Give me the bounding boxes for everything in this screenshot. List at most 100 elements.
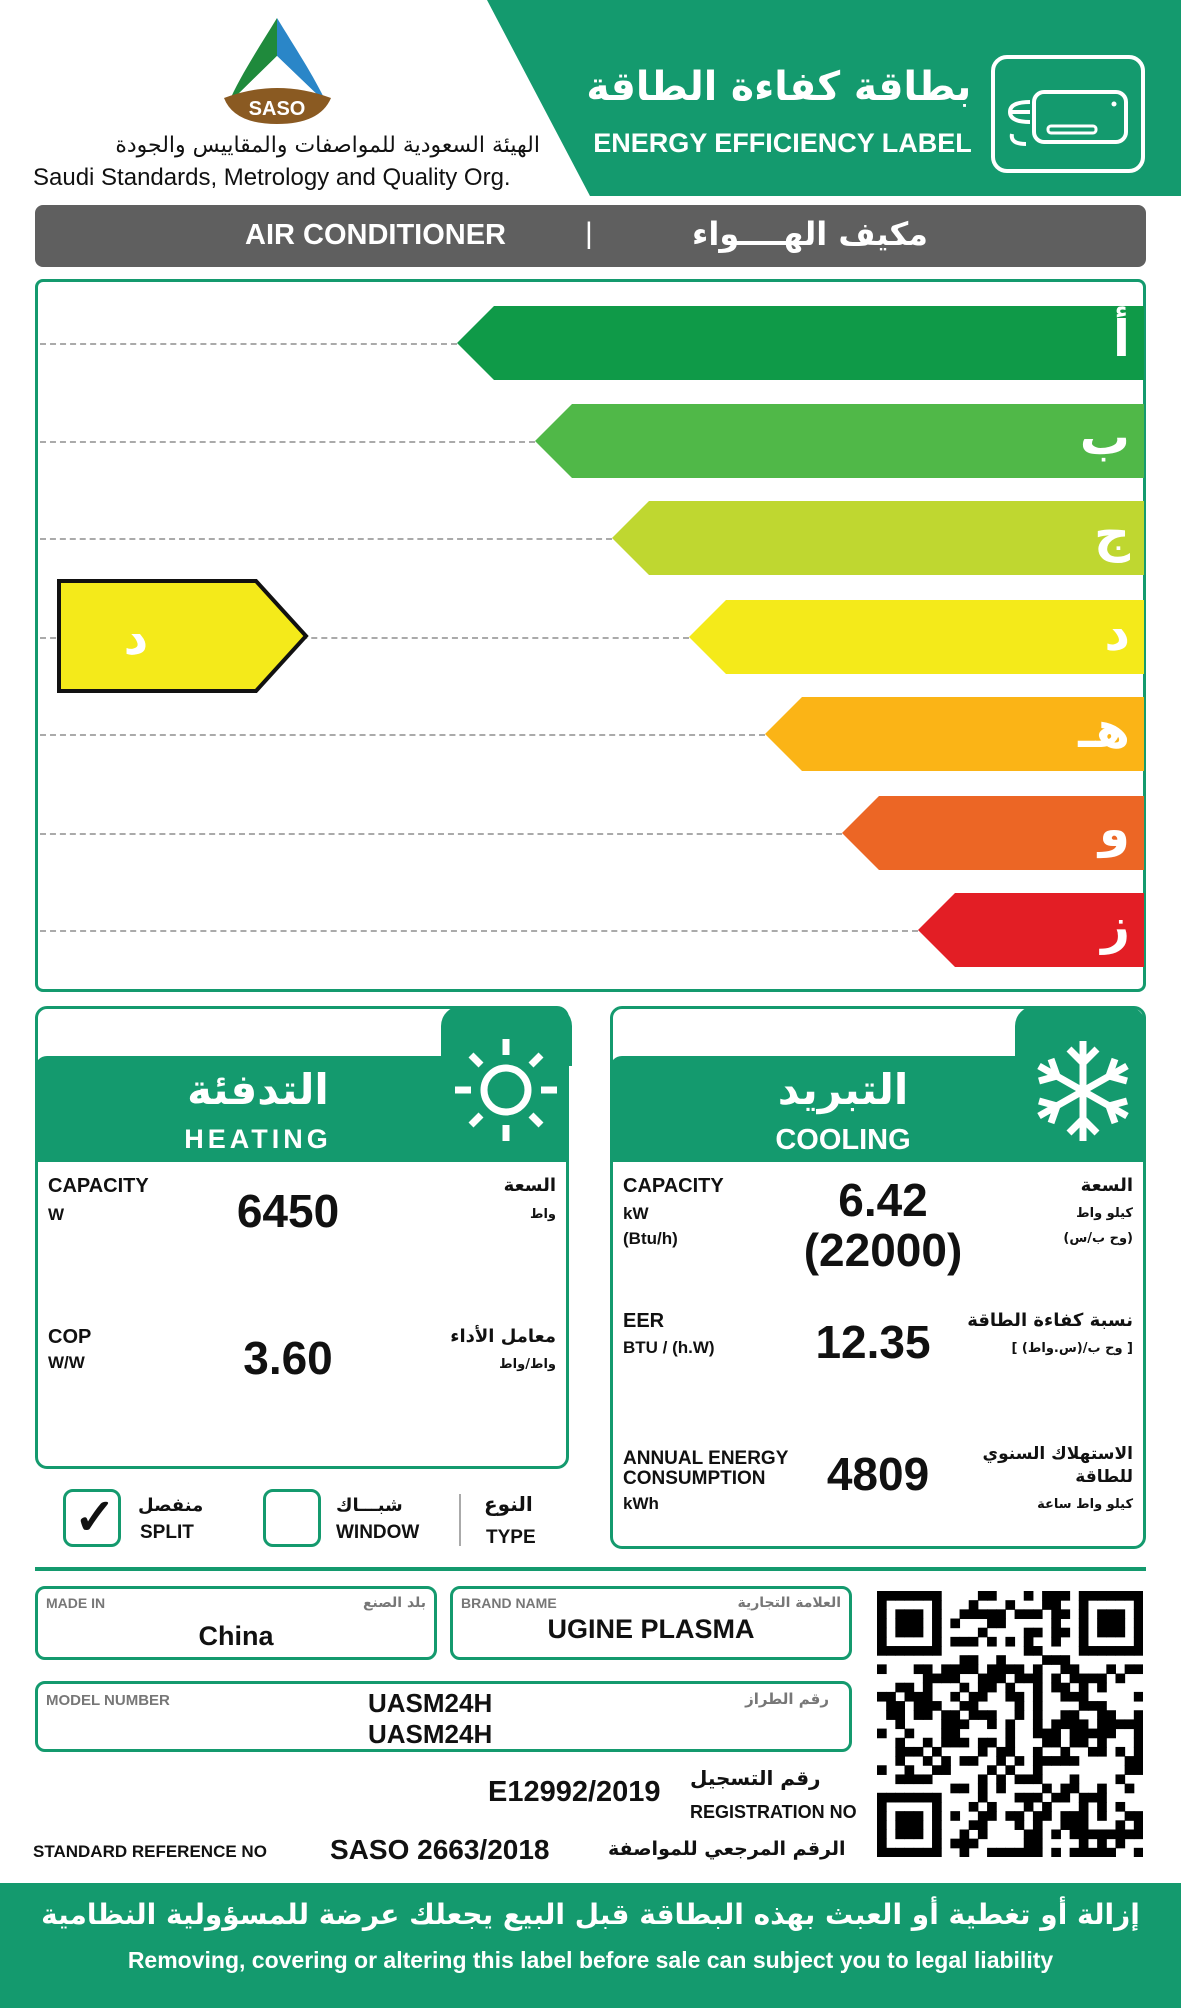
product-type-bar: AIR CONDITIONER | مكيف الهــــواء [35,205,1146,267]
type-label-ar: النوع [484,1492,533,1516]
heating-capacity-unit: W [48,1205,65,1224]
eer-value: 12.35 [815,1316,931,1368]
cooling-capacity-unit2-ar: (وح ب/س) [1063,1231,1133,1246]
brand-label-ar: العلامة التجارية [737,1595,841,1611]
product-type-ar: مكيف الهــــواء [692,215,928,253]
heating-panel: التدفئة HEATING CAPACITY W السعة واط 645… [35,1006,572,1469]
split-label-ar: منفصل [138,1495,204,1516]
standard-ref-label-ar: الرقم المرجعي للمواصفة [608,1838,846,1860]
type-label-en: TYPE [486,1527,536,1548]
brand-value: UGINE PLASMA [547,1614,755,1644]
heating-capacity-unit-ar: واط [529,1207,556,1222]
window-label-ar: شبـــاك [336,1495,403,1516]
org-name-ar: الهيئة السعودية للمواصفات والمقاييس والج… [115,133,540,158]
cooling-capacity-btu-value: (22000) [803,1224,963,1276]
scale-guide-line [40,441,535,443]
energy-class-bar: هـ [765,697,1144,771]
window-checkbox[interactable] [263,1489,321,1547]
model-box: MODEL NUMBER رقم الطراز UASM24H UASM24H [35,1681,852,1752]
scale-guide-line [40,343,457,345]
standard-ref-value: SASO 2663/2018 [330,1834,550,1865]
org-name-en: Saudi Standards, Metrology and Quality O… [33,164,511,191]
annual-label-2: CONSUMPTION [623,1468,766,1489]
model-value-2: UASM24H [368,1719,493,1749]
rating-value: د [124,610,149,666]
energy-class-label: ب [1079,408,1130,466]
product-type-en: AIR CONDITIONER [245,219,506,251]
air-conditioner-icon [991,55,1145,173]
energy-class-label: هـ [1078,701,1130,759]
cop-label-ar: معامل الأداء [450,1326,556,1347]
energy-class-label: ج [1093,505,1130,563]
qr-code[interactable] [877,1591,1143,1857]
footer-warning-ar: إزالة أو تغطية أو العبث بهذه البطاقة قبل… [41,1898,1140,1931]
product-type-separator: | [585,217,593,250]
energy-class-bar: ز [918,893,1144,967]
model-value-1: UASM24H [368,1688,493,1718]
heating-title-ar: التدفئة [187,1065,329,1114]
standard-ref-label: STANDARD REFERENCE NO [33,1842,267,1861]
registration-label-ar: رقم التسجيل [690,1766,821,1790]
energy-class-label: ز [1101,897,1130,955]
eer-label: EER [623,1310,665,1332]
annual-value: 4809 [826,1448,930,1500]
rating-indicator-arrow: د [57,579,309,693]
heating-title-en: HEATING [184,1124,332,1154]
heating-capacity-value: 6450 [236,1185,340,1237]
energy-class-bar: ج [612,501,1144,575]
footer-banner: إزالة أو تغطية أو العبث بهذه البطاقة قبل… [0,1883,1181,2008]
energy-class-label: د [1104,604,1130,662]
scale-guide-line [40,734,765,736]
energy-class-bar: و [842,796,1144,870]
cooling-capacity-value: 6.42 [838,1174,928,1226]
energy-class-bar: أ [457,306,1144,380]
cop-value: 3.60 [243,1332,333,1384]
annual-unit: kWh [623,1494,659,1513]
scale-guide-line [40,833,842,835]
cooling-title-ar: التبريد [777,1065,909,1114]
cooling-title-en: COOLING [775,1124,911,1156]
scale-guide-line [40,637,689,639]
cop-unit: W/W [48,1353,85,1372]
split-checkbox[interactable]: ✓ [63,1489,121,1547]
svg-text:SASO: SASO [249,98,306,120]
eer-unit-ar: [ وح ب/(س.واط) ] [1011,1341,1133,1356]
registration-label-en: REGISTRATION NO [690,1802,857,1822]
annual-label-ar-1: الاستهلاك السنوي [982,1444,1133,1464]
label-title-en: ENERGY EFFICIENCY LABEL [593,128,972,158]
energy-class-label: و [1098,800,1130,858]
eer-label-ar: نسبة كفاءة الطاقة [967,1310,1133,1331]
sun-icon [455,1039,557,1141]
eer-unit: BTU / (h.W) [623,1338,715,1357]
cop-label: COP [48,1326,92,1348]
model-label: MODEL NUMBER [46,1692,170,1709]
energy-class-label: أ [1112,310,1130,368]
heating-capacity-label-ar: السعة [503,1175,556,1196]
annual-unit-ar: كيلو واط ساعة [1037,1497,1133,1512]
divider [459,1494,461,1546]
annual-label-1: ANNUAL ENERGY [623,1448,789,1469]
model-label-ar: رقم الطراز [745,1690,829,1708]
brand-box: BRAND NAME العلامة التجارية UGINE PLASMA [450,1586,852,1660]
window-label-en: WINDOW [336,1522,420,1543]
scale-guide-line [40,930,918,932]
cooling-capacity-unit-ar: كيلو واط [1076,1206,1133,1221]
cooling-capacity-label-ar: السعة [1080,1175,1133,1196]
checkmark-icon: ✓ [74,1489,116,1545]
brand-label: BRAND NAME [461,1595,557,1611]
cooling-panel: التبريد COOLING CAPACITY kW (Btu/h) السع… [610,1006,1146,1549]
cooling-capacity-label: CAPACITY [623,1175,724,1197]
registration-value: E12992/2019 [488,1776,661,1808]
scale-guide-line [40,538,612,540]
heating-capacity-label: CAPACITY [48,1175,149,1197]
energy-class-bar: د [689,600,1144,674]
cooling-capacity-unit2: (Btu/h) [623,1229,678,1248]
label-title-ar: بطاقة كفاءة الطاقة [586,64,972,110]
made-in-value: China [198,1621,274,1651]
header-banner [487,0,1181,196]
cooling-capacity-unit: kW [623,1204,649,1223]
made-in-label-ar: بلد الصنع [362,1595,426,1611]
split-label-en: SPLIT [140,1522,194,1543]
divider [35,1567,1146,1571]
cop-unit-ar: واط/واط [499,1357,556,1372]
